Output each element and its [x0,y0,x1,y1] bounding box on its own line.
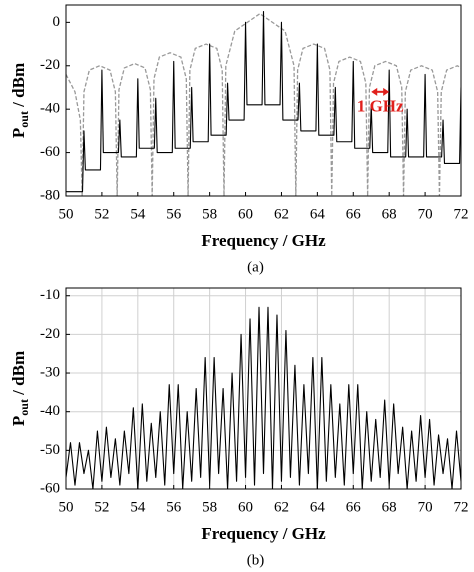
y-label-rest: / dBm [9,63,28,111]
annotation-text: 1 GHz [357,97,404,116]
x-tick-label: 70 [418,499,433,515]
y-label-main: P [9,128,28,138]
y-axis-label: Pout / dBm [9,63,31,138]
spectrum-line [66,10,461,193]
y-tick-label: -30 [40,364,60,380]
x-tick-label: 66 [346,499,362,515]
x-tick-label: 72 [454,499,469,515]
x-tick-label: 52 [94,206,109,222]
y-tick-label: -40 [40,403,60,419]
y-tick-label: -20 [40,326,60,342]
caption: (a) [247,259,264,275]
x-tick-label: 60 [238,206,253,222]
x-tick-label: 72 [454,206,469,222]
plot-frame [65,287,462,490]
envelope-line [66,13,461,196]
x-tick-label: 52 [94,499,109,515]
arrow-head [371,87,390,96]
y-tick-label: -80 [40,187,60,203]
x-tick-label: 62 [274,499,289,515]
x-tick-label: 54 [130,499,146,515]
y-tick-label: -50 [40,442,60,458]
y-label-sub: out [17,111,31,128]
x-axis-label: Frequency / GHz [201,524,326,543]
y-tick-label: -20 [40,57,60,73]
x-tick-label: 64 [310,206,326,222]
caption: (b) [247,552,265,568]
x-tick-label: 50 [59,206,74,222]
x-tick-label: 68 [382,206,397,222]
y-tick-label: -10 [40,287,60,303]
x-tick-label: 50 [59,499,74,515]
y-axis-label: Pout / dBm [9,351,31,426]
y-label-rest: / dBm [9,351,28,399]
spectrum-line [66,306,461,489]
x-tick-label: 54 [130,206,146,222]
x-tick-label: 62 [274,206,289,222]
y-tick-label: -40 [40,101,60,117]
x-axis-label: Frequency / GHz [201,231,326,250]
x-tick-label: 56 [166,499,182,515]
y-tick-label: -60 [40,480,60,496]
x-tick-label: 64 [310,499,326,515]
x-tick-label: 70 [418,206,433,222]
x-tick-label: 68 [382,499,397,515]
y-label-main: P [9,416,28,426]
y-label-sub: out [17,399,31,416]
x-tick-label: 56 [166,206,182,222]
y-tick-label: 0 [53,14,61,30]
x-tick-label: 58 [202,206,217,222]
x-tick-label: 60 [238,499,253,515]
x-tick-label: 58 [202,499,217,515]
x-tick-label: 66 [346,206,362,222]
plot-frame [65,4,462,197]
y-tick-label: -60 [40,144,60,160]
